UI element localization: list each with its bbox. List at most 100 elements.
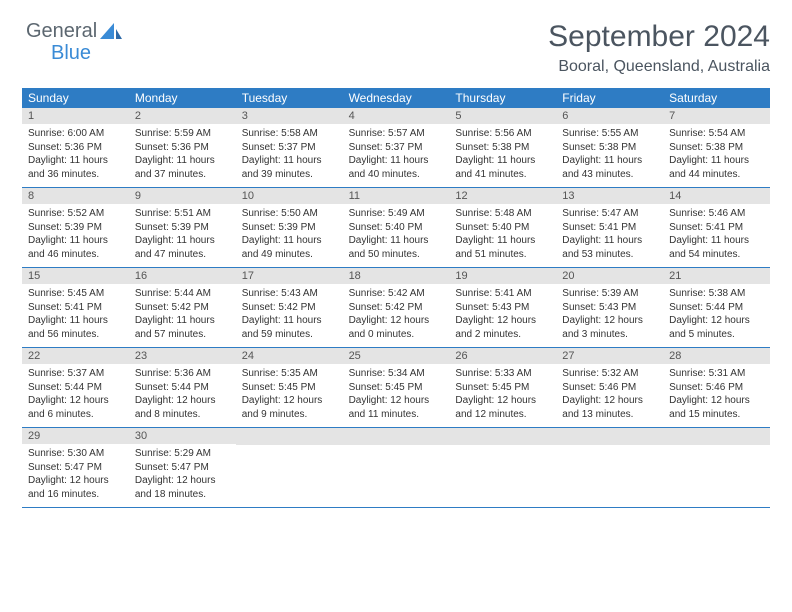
sunset-text: Sunset: 5:47 PM — [28, 461, 123, 475]
day-cell: 22Sunrise: 5:37 AMSunset: 5:44 PMDayligh… — [22, 348, 129, 427]
sunset-text: Sunset: 5:47 PM — [135, 461, 230, 475]
day-cell: 4Sunrise: 5:57 AMSunset: 5:37 PMDaylight… — [343, 108, 450, 187]
day-details: Sunrise: 5:58 AMSunset: 5:37 PMDaylight:… — [236, 124, 343, 181]
day-number: 12 — [449, 188, 556, 204]
header: September 2024 Booral, Queensland, Austr… — [22, 20, 770, 76]
week-row: 29Sunrise: 5:30 AMSunset: 5:47 PMDayligh… — [22, 428, 770, 508]
daylight-text: Daylight: 11 hours and 54 minutes. — [669, 234, 764, 261]
day-number: 18 — [343, 268, 450, 284]
weekday-header: Monday — [129, 88, 236, 108]
day-cell: 13Sunrise: 5:47 AMSunset: 5:41 PMDayligh… — [556, 188, 663, 267]
daylight-text: Daylight: 12 hours and 3 minutes. — [562, 314, 657, 341]
sunrise-text: Sunrise: 5:51 AM — [135, 207, 230, 221]
day-cell: 12Sunrise: 5:48 AMSunset: 5:40 PMDayligh… — [449, 188, 556, 267]
sunset-text: Sunset: 5:37 PM — [242, 141, 337, 155]
daylight-text: Daylight: 12 hours and 2 minutes. — [455, 314, 550, 341]
daylight-text: Daylight: 12 hours and 6 minutes. — [28, 394, 123, 421]
day-details: Sunrise: 5:30 AMSunset: 5:47 PMDaylight:… — [22, 444, 129, 501]
daylight-text: Daylight: 12 hours and 11 minutes. — [349, 394, 444, 421]
logo-word2: Blue — [51, 42, 91, 65]
sunrise-text: Sunrise: 5:47 AM — [562, 207, 657, 221]
sunrise-text: Sunrise: 5:34 AM — [349, 367, 444, 381]
day-number: 23 — [129, 348, 236, 364]
weekday-header: Friday — [556, 88, 663, 108]
daylight-text: Daylight: 12 hours and 0 minutes. — [349, 314, 444, 341]
daylight-text: Daylight: 11 hours and 50 minutes. — [349, 234, 444, 261]
sunrise-text: Sunrise: 5:37 AM — [28, 367, 123, 381]
day-cell: 19Sunrise: 5:41 AMSunset: 5:43 PMDayligh… — [449, 268, 556, 347]
sunrise-text: Sunrise: 5:43 AM — [242, 287, 337, 301]
day-cell: 8Sunrise: 5:52 AMSunset: 5:39 PMDaylight… — [22, 188, 129, 267]
day-details: Sunrise: 5:37 AMSunset: 5:44 PMDaylight:… — [22, 364, 129, 421]
sunset-text: Sunset: 5:44 PM — [669, 301, 764, 315]
sunset-text: Sunset: 5:40 PM — [455, 221, 550, 235]
sunrise-text: Sunrise: 5:58 AM — [242, 127, 337, 141]
day-number: 29 — [22, 428, 129, 444]
sunrise-text: Sunrise: 5:52 AM — [28, 207, 123, 221]
day-number: 1 — [22, 108, 129, 124]
sunrise-text: Sunrise: 5:42 AM — [349, 287, 444, 301]
daylight-text: Daylight: 12 hours and 5 minutes. — [669, 314, 764, 341]
daylight-text: Daylight: 12 hours and 15 minutes. — [669, 394, 764, 421]
sunset-text: Sunset: 5:38 PM — [562, 141, 657, 155]
sunrise-text: Sunrise: 5:41 AM — [455, 287, 550, 301]
day-number: 13 — [556, 188, 663, 204]
calendar: SundayMondayTuesdayWednesdayThursdayFrid… — [22, 88, 770, 508]
day-details: Sunrise: 5:39 AMSunset: 5:43 PMDaylight:… — [556, 284, 663, 341]
day-details: Sunrise: 5:57 AMSunset: 5:37 PMDaylight:… — [343, 124, 450, 181]
day-cell: 23Sunrise: 5:36 AMSunset: 5:44 PMDayligh… — [129, 348, 236, 427]
day-number — [556, 428, 663, 445]
day-cell: 26Sunrise: 5:33 AMSunset: 5:45 PMDayligh… — [449, 348, 556, 427]
day-number: 19 — [449, 268, 556, 284]
day-number: 11 — [343, 188, 450, 204]
day-cell: 15Sunrise: 5:45 AMSunset: 5:41 PMDayligh… — [22, 268, 129, 347]
daylight-text: Daylight: 11 hours and 47 minutes. — [135, 234, 230, 261]
daylight-text: Daylight: 11 hours and 44 minutes. — [669, 154, 764, 181]
day-details: Sunrise: 5:41 AMSunset: 5:43 PMDaylight:… — [449, 284, 556, 341]
day-number — [449, 428, 556, 445]
daylight-text: Daylight: 11 hours and 40 minutes. — [349, 154, 444, 181]
sunrise-text: Sunrise: 5:46 AM — [669, 207, 764, 221]
sunset-text: Sunset: 5:42 PM — [242, 301, 337, 315]
month-title: September 2024 — [22, 20, 770, 54]
sunrise-text: Sunrise: 5:35 AM — [242, 367, 337, 381]
daylight-text: Daylight: 11 hours and 59 minutes. — [242, 314, 337, 341]
sunrise-text: Sunrise: 5:44 AM — [135, 287, 230, 301]
daylight-text: Daylight: 12 hours and 8 minutes. — [135, 394, 230, 421]
sunset-text: Sunset: 5:39 PM — [135, 221, 230, 235]
daylight-text: Daylight: 11 hours and 53 minutes. — [562, 234, 657, 261]
day-number: 2 — [129, 108, 236, 124]
sunset-text: Sunset: 5:40 PM — [349, 221, 444, 235]
day-details: Sunrise: 5:32 AMSunset: 5:46 PMDaylight:… — [556, 364, 663, 421]
day-details: Sunrise: 5:47 AMSunset: 5:41 PMDaylight:… — [556, 204, 663, 261]
day-cell: 16Sunrise: 5:44 AMSunset: 5:42 PMDayligh… — [129, 268, 236, 347]
day-number: 26 — [449, 348, 556, 364]
daylight-text: Daylight: 12 hours and 18 minutes. — [135, 474, 230, 501]
sunrise-text: Sunrise: 5:39 AM — [562, 287, 657, 301]
logo-sail-icon — [100, 23, 122, 41]
week-row: 8Sunrise: 5:52 AMSunset: 5:39 PMDaylight… — [22, 188, 770, 268]
sunset-text: Sunset: 5:37 PM — [349, 141, 444, 155]
day-details: Sunrise: 5:46 AMSunset: 5:41 PMDaylight:… — [663, 204, 770, 261]
daylight-text: Daylight: 11 hours and 46 minutes. — [28, 234, 123, 261]
sunrise-text: Sunrise: 5:56 AM — [455, 127, 550, 141]
day-number: 21 — [663, 268, 770, 284]
sunset-text: Sunset: 5:44 PM — [135, 381, 230, 395]
day-details: Sunrise: 5:50 AMSunset: 5:39 PMDaylight:… — [236, 204, 343, 261]
day-details: Sunrise: 5:34 AMSunset: 5:45 PMDaylight:… — [343, 364, 450, 421]
day-cell: 21Sunrise: 5:38 AMSunset: 5:44 PMDayligh… — [663, 268, 770, 347]
day-cell: 28Sunrise: 5:31 AMSunset: 5:46 PMDayligh… — [663, 348, 770, 427]
day-details: Sunrise: 5:36 AMSunset: 5:44 PMDaylight:… — [129, 364, 236, 421]
day-number — [343, 428, 450, 445]
sunset-text: Sunset: 5:42 PM — [135, 301, 230, 315]
day-details: Sunrise: 5:35 AMSunset: 5:45 PMDaylight:… — [236, 364, 343, 421]
logo: General Blue — [26, 20, 122, 43]
day-cell: 20Sunrise: 5:39 AMSunset: 5:43 PMDayligh… — [556, 268, 663, 347]
day-number — [663, 428, 770, 445]
sunrise-text: Sunrise: 5:59 AM — [135, 127, 230, 141]
sunrise-text: Sunrise: 5:48 AM — [455, 207, 550, 221]
weekday-header: Wednesday — [343, 88, 450, 108]
sunset-text: Sunset: 5:45 PM — [455, 381, 550, 395]
day-number: 10 — [236, 188, 343, 204]
day-details: Sunrise: 5:38 AMSunset: 5:44 PMDaylight:… — [663, 284, 770, 341]
